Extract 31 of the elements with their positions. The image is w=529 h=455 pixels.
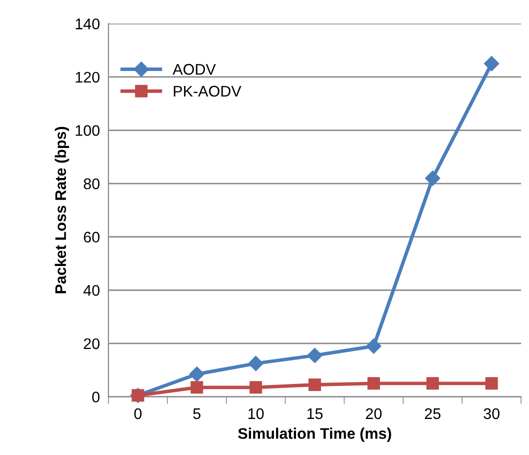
point — [366, 338, 382, 354]
y-axis-title: Packet Loss Rate (bps) — [54, 126, 70, 294]
point — [307, 348, 322, 364]
x-tick-label: 20 — [366, 408, 382, 420]
y-tick-label: 140 — [76, 18, 100, 30]
legend-label: AODV — [172, 64, 216, 75]
y-tick-label: 120 — [76, 72, 100, 83]
y-tick-label: 40 — [83, 285, 100, 296]
x-tick-label: 10 — [248, 408, 264, 420]
y-tick-label: 80 — [84, 178, 100, 190]
x-axis-title: Simulation Time (ms) — [238, 428, 392, 442]
legend-label: PK-AODV — [174, 86, 242, 97]
point — [190, 381, 204, 394]
y-tick-label: 60 — [84, 232, 100, 243]
point — [484, 56, 500, 72]
point — [308, 378, 322, 392]
y-tick-label: 0 — [92, 392, 100, 402]
point — [425, 170, 440, 186]
x-tick-label: 5 — [193, 408, 200, 420]
point — [250, 381, 262, 394]
point — [367, 377, 380, 390]
x-tick-label: 30 — [484, 408, 500, 420]
y-tick-label: 20 — [84, 338, 100, 350]
x-tick-label: 0 — [134, 408, 142, 420]
x-tick-label: 25 — [424, 408, 441, 420]
point — [426, 377, 439, 390]
point — [189, 366, 204, 382]
point — [485, 377, 498, 390]
point — [248, 356, 264, 372]
x-tick-label: 15 — [307, 408, 323, 420]
y-tick-label: 100 — [76, 125, 100, 136]
